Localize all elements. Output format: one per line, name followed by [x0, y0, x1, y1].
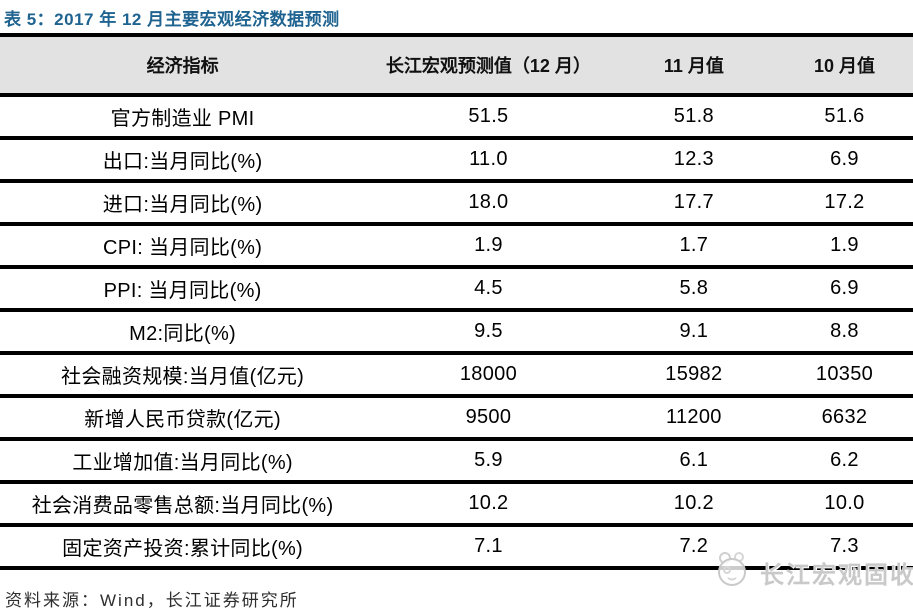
- nov-value-cell: 17.7: [673, 191, 714, 213]
- table-row: 社会消费品零售总额:当月同比(%) 10.2 10.2 10.0: [0, 484, 913, 527]
- forecast-cell: 18000: [459, 363, 517, 385]
- data-source-note: 资料来源：Wind，长江证券研究所: [5, 591, 299, 610]
- indicator-cell: 进口:当月同比(%): [102, 194, 263, 216]
- table-row: 新增人民币贷款(亿元) 9500 11200 6632: [0, 398, 913, 441]
- table-row: 工业增加值:当月同比(%) 5.9 6.1 6.2: [0, 441, 913, 484]
- table-row: 出口:当月同比(%) 11.0 12.3 6.9: [0, 140, 913, 183]
- nov-value-cell: 51.8: [673, 105, 714, 127]
- forecast-cell: 10.2: [468, 492, 509, 514]
- oct-value-cell: 10.0: [824, 492, 865, 514]
- oct-value-cell: 17.2: [824, 191, 865, 213]
- nov-value-cell: 11200: [666, 406, 722, 428]
- oct-value-cell: 6.9: [830, 148, 859, 170]
- indicator-cell: 新增人民币贷款(亿元): [84, 409, 281, 431]
- forecast-cell: 5.9: [474, 449, 503, 471]
- indicator-cell: PPI: 当月同比(%): [103, 280, 262, 302]
- forecast-cell: 7.1: [474, 535, 503, 557]
- forecast-cell: 1.9: [474, 234, 503, 256]
- watermark: 长江宏观固收: [712, 548, 913, 597]
- indicator-cell: 固定资产投资:累计同比(%): [62, 538, 304, 560]
- forecast-cell: 4.5: [474, 277, 503, 299]
- oct-value-cell: 1.9: [830, 234, 859, 256]
- table-row: 社会融资规模:当月值(亿元) 18000 15982 10350: [0, 355, 913, 398]
- indicator-cell: CPI: 当月同比(%): [103, 237, 263, 259]
- macro-forecast-table: 经济指标 长江宏观预测值（12 月） 11 月值 10 月值 官方制造业 PMI…: [0, 33, 913, 570]
- indicator-cell: 社会融资规模:当月值(亿元): [61, 366, 305, 388]
- nov-value-cell: 10.2: [673, 492, 714, 514]
- oct-value-cell: 51.6: [824, 105, 865, 127]
- panda-logo-icon: [712, 548, 752, 597]
- forecast-cell: 9500: [465, 406, 512, 428]
- table-row: 进口:当月同比(%) 18.0 17.7 17.2: [0, 183, 913, 226]
- indicator-cell: M2:同比(%): [129, 323, 237, 345]
- col-header-oct: 10 月值: [813, 56, 875, 76]
- table-row: 官方制造业 PMI 51.5 51.8 51.6: [0, 97, 913, 140]
- nov-value-cell: 15982: [665, 363, 723, 385]
- col-header-forecast: 长江宏观预测值（12 月）: [385, 56, 591, 76]
- oct-value-cell: 6.9: [830, 277, 859, 299]
- col-header-indicator: 经济指标: [146, 56, 219, 76]
- watermark-label: 长江宏观固收: [760, 562, 913, 589]
- nov-value-cell: 12.3: [673, 148, 714, 170]
- table-row: 固定资产投资:累计同比(%) 7.1 7.2 7.3: [0, 527, 913, 570]
- nov-value-cell: 1.7: [679, 234, 709, 256]
- indicator-cell: 社会消费品零售总额:当月同比(%): [31, 495, 334, 517]
- figure-title: 表 5：2017 年 12 月主要宏观经济数据预测: [4, 10, 340, 29]
- forecast-cell: 11.0: [469, 148, 508, 170]
- table-row: CPI: 当月同比(%) 1.9 1.7 1.9: [0, 226, 913, 269]
- table-row: M2:同比(%) 9.5 9.1 8.8: [0, 312, 913, 355]
- forecast-cell: 9.5: [474, 320, 503, 342]
- oct-value-cell: 8.8: [830, 320, 859, 342]
- nov-value-cell: 6.1: [679, 449, 709, 471]
- indicator-cell: 工业增加值:当月同比(%): [72, 452, 293, 474]
- nov-value-cell: 5.8: [679, 277, 709, 299]
- col-header-nov: 11 月值: [663, 56, 724, 76]
- forecast-cell: 18.0: [468, 191, 509, 213]
- oct-value-cell: 10350: [815, 363, 874, 385]
- oct-value-cell: 7.3: [830, 535, 859, 557]
- table-header-row: 经济指标 长江宏观预测值（12 月） 11 月值 10 月值: [0, 37, 913, 97]
- table-row: PPI: 当月同比(%) 4.5 5.8 6.9: [0, 269, 913, 312]
- nov-value-cell: 7.2: [679, 535, 709, 557]
- indicator-cell: 出口:当月同比(%): [102, 151, 263, 173]
- oct-value-cell: 6632: [821, 406, 868, 428]
- table-body: 官方制造业 PMI 51.5 51.8 51.6 出口:当月同比(%) 11.0 12.3 6…: [0, 97, 913, 570]
- indicator-cell: 官方制造业 PMI: [110, 108, 255, 130]
- forecast-cell: 51.5: [468, 105, 509, 127]
- nov-value-cell: 9.1: [679, 320, 709, 342]
- oct-value-cell: 6.2: [830, 449, 859, 471]
